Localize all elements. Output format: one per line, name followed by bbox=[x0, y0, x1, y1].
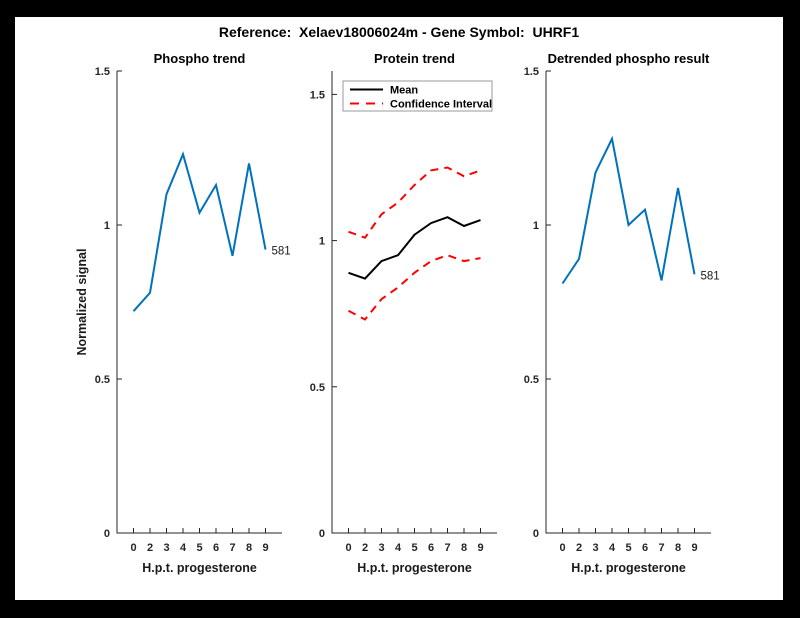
axis-spines bbox=[331, 71, 497, 534]
figure-title: Reference: Xelaev18006024m - Gene Symbol… bbox=[218, 24, 580, 40]
y-tick-label: 1 bbox=[104, 220, 110, 232]
x-tick-label: 6 bbox=[428, 542, 434, 554]
x-tick-label: 2 bbox=[576, 542, 582, 554]
y-tick-label: 0 bbox=[104, 528, 110, 540]
y-tick-label: 0.5 bbox=[310, 382, 325, 394]
x-tick-label: 6 bbox=[213, 542, 219, 554]
legend-box bbox=[342, 80, 493, 112]
x-tick-label: 0 bbox=[559, 542, 565, 554]
x-tick-label: 0 bbox=[345, 542, 351, 554]
x-tick-label: 2 bbox=[362, 542, 368, 554]
x-tick-label: 0 bbox=[130, 542, 136, 554]
x-tick-label: 4 bbox=[395, 542, 402, 554]
y-tick-label: 1 bbox=[533, 220, 539, 232]
legend: Mean Confidence Interval bbox=[342, 80, 493, 112]
x-tick-label: 8 bbox=[246, 542, 252, 554]
series-ci-upper bbox=[348, 166, 481, 239]
x-tick-label: 9 bbox=[691, 542, 697, 554]
x-tick-label: 7 bbox=[658, 542, 664, 554]
x-tick-label: 8 bbox=[461, 542, 467, 554]
x-axis-label: H.p.t. progesterone bbox=[571, 561, 686, 575]
y-tick-label: 0 bbox=[533, 528, 539, 540]
x-tick-label: 5 bbox=[196, 542, 202, 554]
x-tick-label: 7 bbox=[444, 542, 450, 554]
series-detrended bbox=[561, 135, 696, 285]
x-tick-label: 4 bbox=[180, 542, 187, 554]
x-axis-label: H.p.t. progesterone bbox=[357, 561, 472, 575]
series-end-label: 581 bbox=[701, 270, 720, 282]
x-tick-label: 8 bbox=[675, 542, 681, 554]
y-tick-label: 0 bbox=[319, 528, 325, 540]
series-phospho bbox=[132, 151, 267, 312]
series-mean bbox=[348, 216, 481, 280]
figure-canvas: Reference: Xelaev18006024m - Gene Symbol… bbox=[15, 17, 783, 600]
x-tick-label: 3 bbox=[163, 542, 169, 554]
x-tick-label: 3 bbox=[592, 542, 598, 554]
x-axis-label: H.p.t. progesterone bbox=[142, 561, 257, 575]
x-tick-label: 3 bbox=[378, 542, 384, 554]
legend-label: Confidence Interval bbox=[390, 99, 492, 111]
legend-label: Mean bbox=[390, 85, 418, 97]
y-tick-label: 1.5 bbox=[95, 66, 110, 78]
x-tick-label: 5 bbox=[411, 542, 417, 554]
y-tick-label: 0.5 bbox=[95, 374, 110, 386]
y-tick-label: 0.5 bbox=[524, 374, 539, 386]
x-tick-label: 6 bbox=[642, 542, 648, 554]
chart-title: Detrended phospho result bbox=[548, 51, 710, 66]
chart-title: Phospho trend bbox=[154, 51, 246, 66]
x-tick-label: 9 bbox=[477, 542, 483, 554]
x-tick-label: 7 bbox=[229, 542, 235, 554]
x-tick-label: 4 bbox=[609, 542, 616, 554]
x-tick-label: 5 bbox=[625, 542, 631, 554]
axis-spines bbox=[545, 71, 711, 534]
y-tick-label: 1 bbox=[319, 236, 325, 248]
series-end-label: 581 bbox=[272, 246, 291, 258]
x-tick-label: 9 bbox=[262, 542, 268, 554]
y-tick-label: 1.5 bbox=[524, 66, 539, 78]
y-axis-label: Normalized signal bbox=[75, 249, 89, 356]
series-ci-lower bbox=[348, 254, 481, 321]
y-tick-label: 1.5 bbox=[310, 89, 325, 101]
x-tick-label: 2 bbox=[147, 542, 153, 554]
chart-title: Protein trend bbox=[374, 51, 455, 66]
